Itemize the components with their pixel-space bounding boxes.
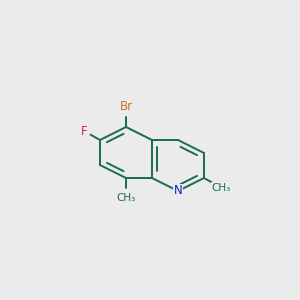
Text: CH₃: CH₃	[116, 193, 136, 203]
Text: CH₃: CH₃	[212, 183, 231, 193]
Text: F: F	[81, 125, 88, 138]
Text: N: N	[174, 184, 182, 197]
Text: Br: Br	[119, 100, 133, 113]
